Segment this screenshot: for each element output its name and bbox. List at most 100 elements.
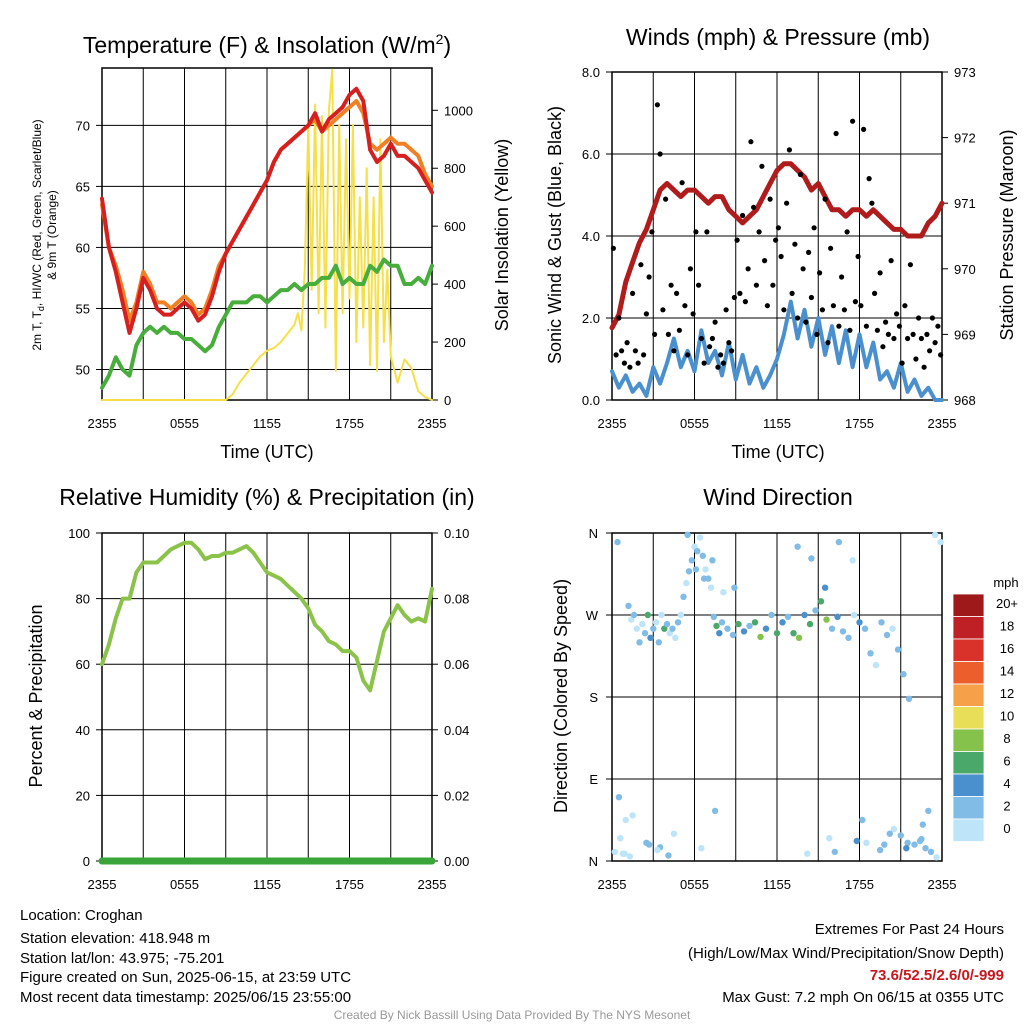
legend-swatch: [952, 796, 985, 820]
gust-point: [682, 303, 688, 309]
direction-point: [823, 616, 830, 623]
direction-point: [710, 613, 717, 620]
recent-data-text: Most recent data timestamp: 2025/06/15 2…: [20, 989, 351, 1006]
legend-label: 16: [1000, 641, 1014, 656]
relative-humidity-line: [100, 540, 434, 693]
wind-xtick: 2355: [598, 416, 627, 431]
gust-point: [775, 225, 782, 231]
gust-point: [676, 327, 683, 333]
direction-xtick: 1755: [845, 877, 874, 892]
gust-point: [696, 282, 702, 288]
direction-point: [933, 854, 940, 861]
gust-point: [858, 303, 864, 309]
direction-point: [925, 807, 932, 815]
direction-point: [795, 634, 803, 641]
humidity-panel: Relative Humidity (%) & Precipitation (i…: [26, 484, 475, 892]
direction-point: [626, 853, 634, 860]
direction-xtick: 1155: [763, 877, 791, 892]
humidity-ytick-right: 0.00: [444, 854, 469, 869]
direction-point: [716, 630, 723, 637]
gust-point: [665, 331, 672, 337]
sonic-wind-line: [610, 299, 944, 402]
direction-point: [702, 566, 709, 573]
gust-point: [869, 200, 875, 206]
legend-swatch: [952, 616, 985, 640]
speed-legend: mph 20+ 18 16 14 12 10 8 6 4 2 0: [952, 575, 1019, 842]
gust-point: [707, 344, 713, 350]
legend-swatch: [952, 773, 985, 797]
extremes-values: 73.6/52.5/2.6/0/-999: [870, 967, 1004, 984]
direction-ytick: N: [589, 854, 598, 869]
direction-point: [735, 620, 742, 628]
direction-point: [812, 607, 819, 614]
direction-point: [746, 622, 753, 630]
direction-point: [821, 584, 829, 591]
legend-swatch: [952, 593, 985, 617]
gust-point: [646, 274, 652, 280]
legend-unit: mph: [993, 575, 1018, 590]
wind-xtick: 0555: [680, 416, 709, 431]
gust-point: [767, 196, 773, 202]
max-gust-text: Max Gust: 7.2 mph On 06/15 at 0355 UTC: [722, 989, 1004, 1006]
direction-point: [751, 619, 759, 626]
gust-point: [679, 180, 685, 186]
direction-point: [625, 602, 632, 610]
temperature-panel: Temperature (F) & Insolation (W/m2) 2355…: [30, 31, 512, 462]
gust-point: [652, 331, 658, 337]
wind-panel: Winds (mph) & Pressure (mb) 2355 0555 1155…: [545, 24, 1017, 462]
gust-point: [894, 311, 900, 317]
direction-point: [839, 628, 847, 635]
direction-point: [806, 620, 814, 628]
gust-point: [844, 229, 850, 235]
temperature-ytick-right: 800: [444, 161, 466, 176]
direction-point: [663, 620, 671, 628]
legend-swatch: [952, 728, 985, 752]
gust-point: [822, 196, 828, 202]
gust-point: [737, 290, 743, 296]
gust-point: [929, 315, 936, 321]
gust-point: [905, 335, 911, 342]
wind-xtick: 2355: [928, 416, 957, 431]
direction-title: Wind Direction: [703, 484, 853, 510]
temperature-2m-line: [100, 86, 434, 335]
gust-point: [698, 335, 705, 342]
direction-point: [724, 625, 731, 632]
gust-point: [751, 204, 757, 210]
direction-point: [918, 835, 925, 843]
wind-ytick-left: 4.0: [582, 229, 600, 244]
gust-point: [731, 294, 738, 301]
humidity-xtick: 2355: [418, 877, 447, 892]
direction-ytick: N: [589, 526, 598, 541]
direction-point: [614, 538, 621, 546]
gust-point: [797, 171, 804, 178]
gust-point: [806, 249, 812, 255]
direction-point: [647, 634, 654, 641]
direction-point: [881, 841, 888, 848]
direction-point: [911, 841, 918, 848]
humidity-ytick-right: 0.06: [444, 657, 469, 672]
gust-point: [753, 282, 760, 288]
legend-label: 10: [1000, 709, 1014, 724]
direction-point: [670, 830, 678, 837]
gust-point: [641, 352, 647, 358]
humidity-xtick: 0555: [170, 877, 199, 892]
wind-ylabel-left: Sonic Wind & Gust (Blue, Black): [545, 106, 565, 364]
humidity-ytick-left: 60: [76, 657, 90, 672]
wind-frame: [611, 71, 943, 401]
direction-point: [804, 850, 811, 857]
temperature-ytick-right: 400: [444, 277, 466, 292]
gust-point: [861, 126, 867, 132]
gust-point: [784, 200, 790, 206]
wind-ytick-right: 973: [954, 65, 976, 80]
temperature-ytick-right: 0: [444, 393, 451, 408]
direction-point: [853, 837, 860, 845]
direction-point: [740, 628, 748, 635]
direction-point: [801, 611, 808, 619]
direction-point: [762, 625, 770, 632]
humidity-xtick: 1155: [253, 877, 281, 892]
direction-point: [718, 619, 726, 626]
temperature-ytick-right: 600: [444, 219, 466, 234]
direction-point: [794, 543, 801, 550]
direction-point: [861, 625, 869, 632]
